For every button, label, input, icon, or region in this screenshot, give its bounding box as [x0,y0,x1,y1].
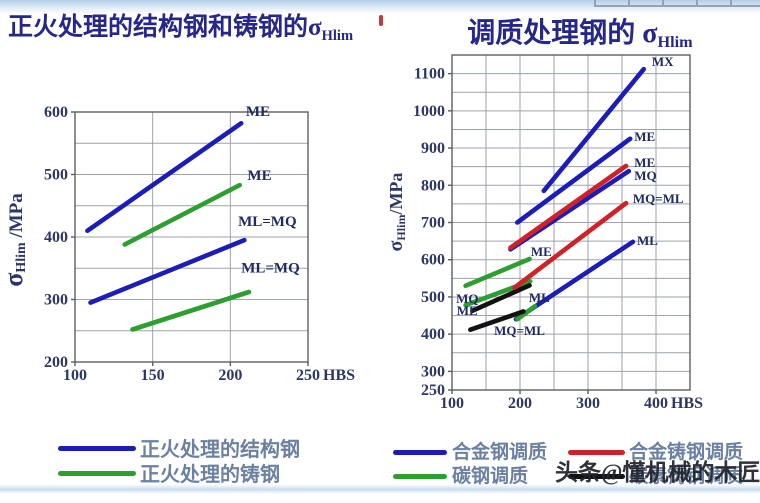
series-label-green-ME: ME [247,168,271,184]
legend-label-black: 碳素铸钢调质 [629,466,744,487]
series-line-red-ME [508,163,629,251]
y-tick-label: 700 [421,215,445,232]
series-label-red-ME: ME [634,155,655,170]
series-line-green-ME [463,256,532,289]
legend-swatch-black [568,474,625,479]
legend-swatch-green [393,474,447,479]
stray-red-mark [379,15,383,26]
y-tick-label: 400 [44,229,68,246]
x-tick-label: 300 [576,395,600,412]
right-chart-title-text: 调质处理钢的 σ [467,18,658,49]
y-tick-label: 250 [421,382,445,399]
series-label-green-ML=MQ: ML=MQ [241,260,300,276]
series-label-black-ME: ME [457,303,478,318]
x-tick-label: 250 [296,367,320,384]
y-axis-label: σHlim /MPa [0,193,29,287]
y-tick-label: 1000 [413,103,445,120]
legend-swatch-blue [393,450,447,455]
left-chart-title-text: 正火处理的结构钢和铸钢的σ [8,14,322,41]
y-axis-label: σHlim/MPa [385,173,408,252]
left-chart-title-subscript: Hlim [321,28,354,44]
right-chart: 100 200 300 400 HBS1100100090080070060050040… [385,54,703,412]
x-tick-label: 150 [141,367,165,384]
y-tick-label: 300 [44,292,68,309]
series-line-blue-ML=MQ [88,237,247,305]
legend-swatch-red [568,450,625,455]
legend-swatch-blue [58,446,136,451]
series-label-blue-ML: ML [637,233,658,248]
series-label-green-MQ: MQ [456,291,478,306]
x-axis-unit: HBS [671,395,703,412]
series-label-black-MQ=ML: MQ=ML [494,323,545,338]
series-label-blue-ML=MQ: ML=MQ [238,214,297,230]
y-tick-label: 400 [421,326,445,343]
y-tick-label: 200 [44,354,68,371]
series-label-green-ML: ML [529,290,550,305]
series-line-green-ML [514,303,538,322]
series-label-blue-MQ: MQ [634,168,656,183]
series-line-green-ME [122,182,242,247]
x-axis-unit: HBS [323,367,355,384]
legend-label-red: 合金铸钢调质 [629,442,744,463]
x-tick-label: 200 [218,367,242,384]
y-tick-label: 600 [44,104,68,121]
bottom-gradient-band [0,484,760,494]
series-line-blue-MX [541,66,647,194]
x-tick-label: 200 [508,395,532,412]
right-chart-title-subscript: Hlim [657,33,693,51]
series-label-blue-MX: MX [652,54,674,69]
y-tick-label: 300 [421,363,445,380]
series-label-red-MQ=ML: MQ=ML [633,191,684,206]
legend-label-blue: 正火处理的结构钢 [140,439,300,461]
series-line-green-ML=MQ [130,289,252,332]
y-tick-label: 600 [421,252,445,269]
series-line-black-ME [470,283,532,314]
series-line-blue-ME [514,136,633,225]
series-label-blue-ME: ME [246,104,270,120]
cropped-axis-fragment [594,0,760,7]
series-line-black-MQ=ML [468,309,526,333]
series-line-red-MQ=ML [512,200,629,290]
series-label-green-ME: ME [531,244,552,259]
y-tick-label: 800 [421,177,445,194]
y-tick-label: 500 [421,289,445,306]
series-label-blue-ME: ME [634,129,655,144]
right-chart-title: 调质处理钢的 σHlim [420,11,740,52]
top-gradient-band [0,0,760,14]
legend-label-blue: 合金钢调质 [452,442,548,463]
y-tick-label: 900 [421,140,445,157]
x-tick-label: 100 [63,367,87,384]
watermark: 头条@懂机械的木匠 [555,460,760,485]
left-chart: 100 150 200 250 HBS 600 500 400 300 200 σHlim /MPa… [0,104,355,384]
legend-label-green: 正火处理的铸钢 [140,464,280,486]
x-tick-label: 400 [644,395,668,412]
left-chart-title: 正火处理的结构钢和铸钢的σHlim [8,7,353,45]
x-tick-label: 100 [440,395,464,412]
legend-label-green: 碳钢调质 [452,466,529,487]
y-tick-label: 1100 [414,66,445,83]
series-line-blue-ME [85,120,244,234]
y-tick-label: 500 [44,167,68,184]
legend-swatch-green [58,471,136,476]
